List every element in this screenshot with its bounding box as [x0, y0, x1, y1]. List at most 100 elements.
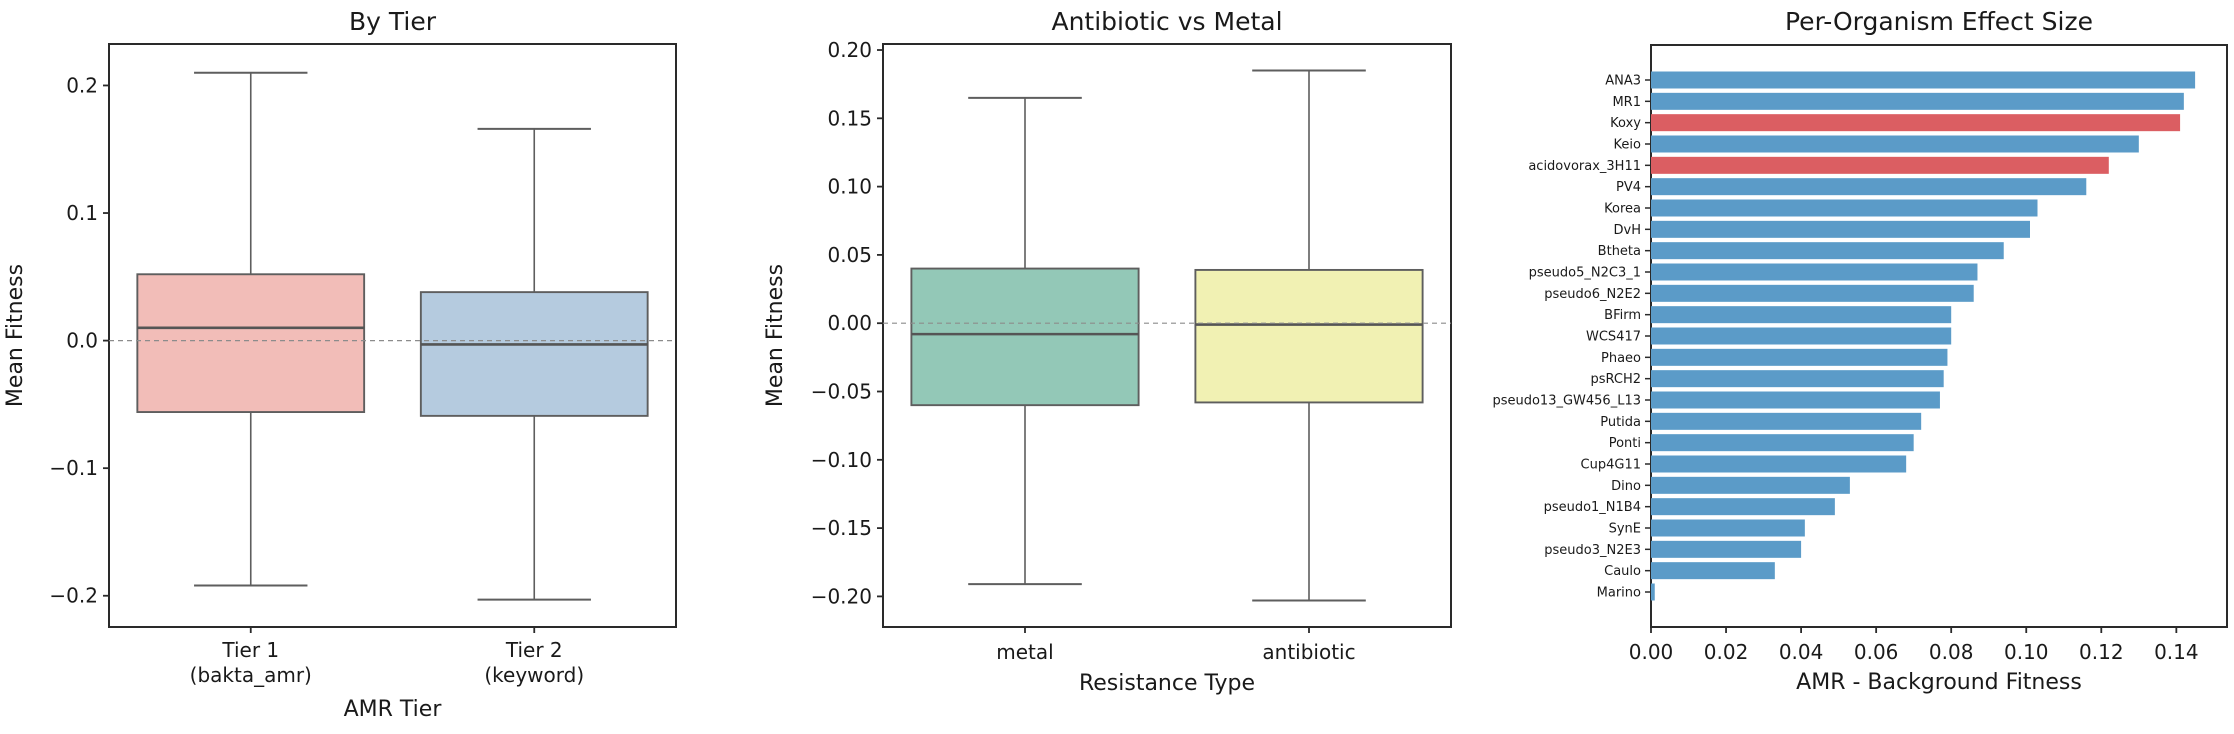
chart-1-boxplot: Antibiotic vs Metal 0.20 0.15 0.10 0.05 0.00 −…	[763, 7, 1452, 696]
bar-label-Phaeo: Phaeo	[1601, 351, 1641, 366]
iqr-box	[1194, 268, 1424, 404]
bar-Keio	[1651, 135, 2139, 153]
bar-label-psRCH2: psRCH2	[1590, 372, 1641, 387]
bar-label-Koxy: Koxy	[1610, 116, 1641, 131]
bar-Korea	[1651, 199, 2038, 217]
bar-SynE	[1651, 519, 1805, 537]
x-tick-label: 0.10	[2004, 640, 2049, 664]
bar-label-pseudo6_N2E2: pseudo6_N2E2	[1544, 287, 1641, 302]
y-tick-label: 0.2	[66, 73, 98, 97]
y-tick-label: −0.2	[49, 584, 98, 608]
x-tick-label: 0.02	[1704, 640, 1749, 664]
bar-label-BFirm: BFirm	[1604, 308, 1641, 323]
bar-label-ANA3: ANA3	[1605, 74, 1641, 89]
y-tick-label: −0.10	[811, 448, 872, 472]
y-tick-label: 0.10	[827, 175, 872, 199]
bar-Marino	[1651, 583, 1655, 601]
y-tick-label: −0.05	[811, 380, 872, 404]
x-category-label: metal	[996, 640, 1053, 664]
chart-title: Per-Organism Effect Size	[1785, 7, 2093, 36]
x-tick-label: 0.14	[2154, 640, 2199, 664]
bar-label-SynE: SynE	[1609, 522, 1641, 537]
plot-border	[108, 43, 677, 628]
y-axis-label: Mean Fitness	[3, 264, 28, 407]
bar-label-WCS417: WCS417	[1586, 330, 1641, 345]
bar-WCS417	[1651, 327, 1952, 345]
box-metal	[910, 96, 1140, 586]
bar-label-pseudo13_GW456_L13: pseudo13_GW456_L13	[1492, 394, 1641, 409]
y-tick-label: 0.05	[827, 243, 872, 267]
plot-border	[882, 43, 1452, 628]
y-tick-label: 0.1	[66, 201, 98, 225]
y-tick-label: −0.20	[811, 584, 872, 608]
y-tick-label: 0.15	[827, 106, 872, 130]
bar-label-Korea: Korea	[1604, 202, 1641, 217]
bar-pseudo1_N1B4	[1651, 498, 1835, 516]
x-category-label: (bakta_amr)	[190, 663, 312, 687]
bar-PV4	[1651, 178, 2087, 196]
x-category-label: (keyword)	[484, 663, 584, 687]
bar-label-Ponti: Ponti	[1609, 436, 1641, 451]
bar-label-pseudo5_N2C3_1: pseudo5_N2C3_1	[1529, 266, 1641, 281]
bar-Koxy	[1651, 114, 2181, 132]
x-axis-label: AMR - Background Fitness	[1796, 670, 2082, 695]
y-tick-label: 0.20	[827, 38, 872, 62]
bar-label-Putida: Putida	[1600, 415, 1641, 430]
bar-label-pseudo3_N2E3: pseudo3_N2E3	[1544, 543, 1641, 558]
bar-BFirm	[1651, 306, 1952, 324]
x-tick-label: 0.06	[1854, 640, 1899, 664]
chart-title: Antibiotic vs Metal	[1051, 7, 1282, 36]
bar-pseudo13_GW456_L13	[1651, 391, 1940, 409]
bar-pseudo5_N2C3_1	[1651, 263, 1978, 281]
x-tick-label: 0.00	[1629, 640, 1674, 664]
iqr-box	[910, 267, 1140, 407]
x-axis-label: Resistance Type	[1079, 671, 1255, 696]
bar-Phaeo	[1651, 348, 1948, 366]
bar-label-Dino: Dino	[1611, 479, 1641, 494]
bar-Caulo	[1651, 562, 1775, 580]
bar-label-Cup4G11: Cup4G11	[1581, 458, 1641, 473]
bar-label-Btheta: Btheta	[1598, 244, 1641, 259]
bar-Btheta	[1651, 242, 2004, 260]
y-tick-label: 0.0	[66, 329, 98, 353]
bar-Putida	[1651, 412, 1922, 430]
x-tick-label: 0.12	[2079, 640, 2124, 664]
bar-label-MR1: MR1	[1612, 95, 1641, 110]
x-axis-label: AMR Tier	[344, 697, 443, 722]
box-antibiotic	[1194, 69, 1424, 602]
bar-label-DvH: DvH	[1614, 223, 1641, 238]
bar-label-Marino: Marino	[1597, 586, 1641, 601]
iqr-box	[136, 273, 366, 413]
bar-acidovorax_3H11	[1651, 156, 2109, 174]
chart-0-boxplot: By Tier 0.2 0.1 0.0 −0.1 −0.2 Mean Fitness Tier…	[3, 7, 677, 722]
bar-Ponti	[1651, 434, 1914, 452]
bar-pseudo6_N2E2	[1651, 284, 1974, 302]
bar-MR1	[1651, 92, 2184, 110]
bar-ANA3	[1651, 71, 2196, 89]
bar-label-acidovorax_3H11: acidovorax_3H11	[1528, 159, 1641, 174]
bar-DvH	[1651, 220, 2030, 238]
bar-Dino	[1651, 476, 1850, 494]
bar-psRCH2	[1651, 370, 1944, 388]
box-tier-1	[136, 71, 366, 587]
chart-2-barh: Per-Organism Effect Size 0.00 0.02 0.04 0.06…	[1492, 7, 2228, 695]
y-tick-label: −0.1	[49, 456, 98, 480]
bar-label-Caulo: Caulo	[1604, 564, 1641, 579]
x-category-label: Tier 2	[505, 638, 563, 662]
x-tick-label: 0.04	[1779, 640, 1824, 664]
x-category-label: Tier 1	[221, 638, 279, 662]
bar-label-PV4: PV4	[1616, 180, 1641, 195]
y-axis-label: Mean Fitness	[763, 264, 788, 407]
bar-pseudo3_N2E3	[1651, 540, 1802, 558]
y-tick-label: 0.00	[827, 311, 872, 335]
bar-label-pseudo1_N1B4: pseudo1_N1B4	[1544, 500, 1641, 515]
box-tier-2	[419, 127, 649, 601]
chart-title: By Tier	[349, 7, 437, 36]
iqr-box	[419, 291, 649, 417]
x-category-label: antibiotic	[1262, 640, 1355, 664]
x-tick-label: 0.08	[1929, 640, 1974, 664]
bar-label-Keio: Keio	[1614, 138, 1641, 153]
y-tick-label: −0.15	[811, 516, 872, 540]
